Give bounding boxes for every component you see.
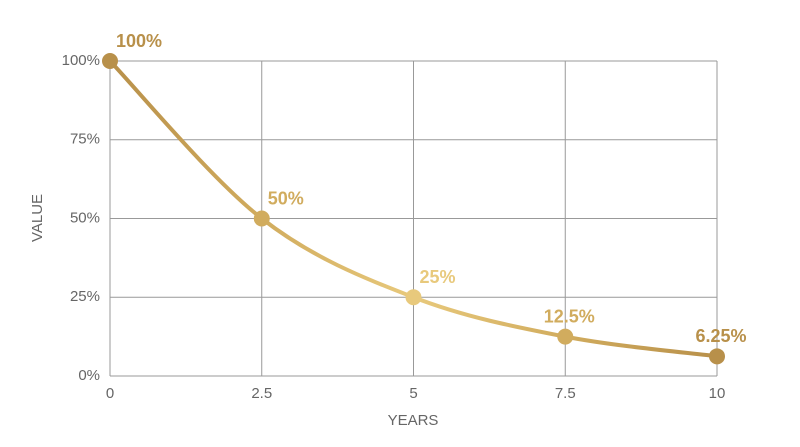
y-tick-label: 50% [70,209,100,226]
point [709,348,725,365]
y-tick-label: 100% [62,52,100,69]
point [405,289,422,306]
data-label: 50% [268,188,304,208]
point [557,328,574,345]
x-tick-label: 5 [409,385,417,402]
point [253,210,270,227]
y-axis-label: VALUE [29,194,46,242]
data-label: 6.25% [695,326,746,346]
y-tick-label: 25% [70,288,100,305]
y-tick-label: 0% [78,367,100,384]
data-label: 25% [420,267,456,287]
x-tick-label: 10 [709,385,726,402]
x-axis-label: YEARS [388,412,439,429]
x-tick-label: 0 [106,385,114,402]
x-tick-label: 2.5 [251,385,272,402]
x-tick-label: 7.5 [555,385,576,402]
data-label: 12.5% [544,306,595,326]
data-label: 100% [116,31,162,51]
point [102,53,118,69]
y-tick-label: 75% [70,131,100,148]
